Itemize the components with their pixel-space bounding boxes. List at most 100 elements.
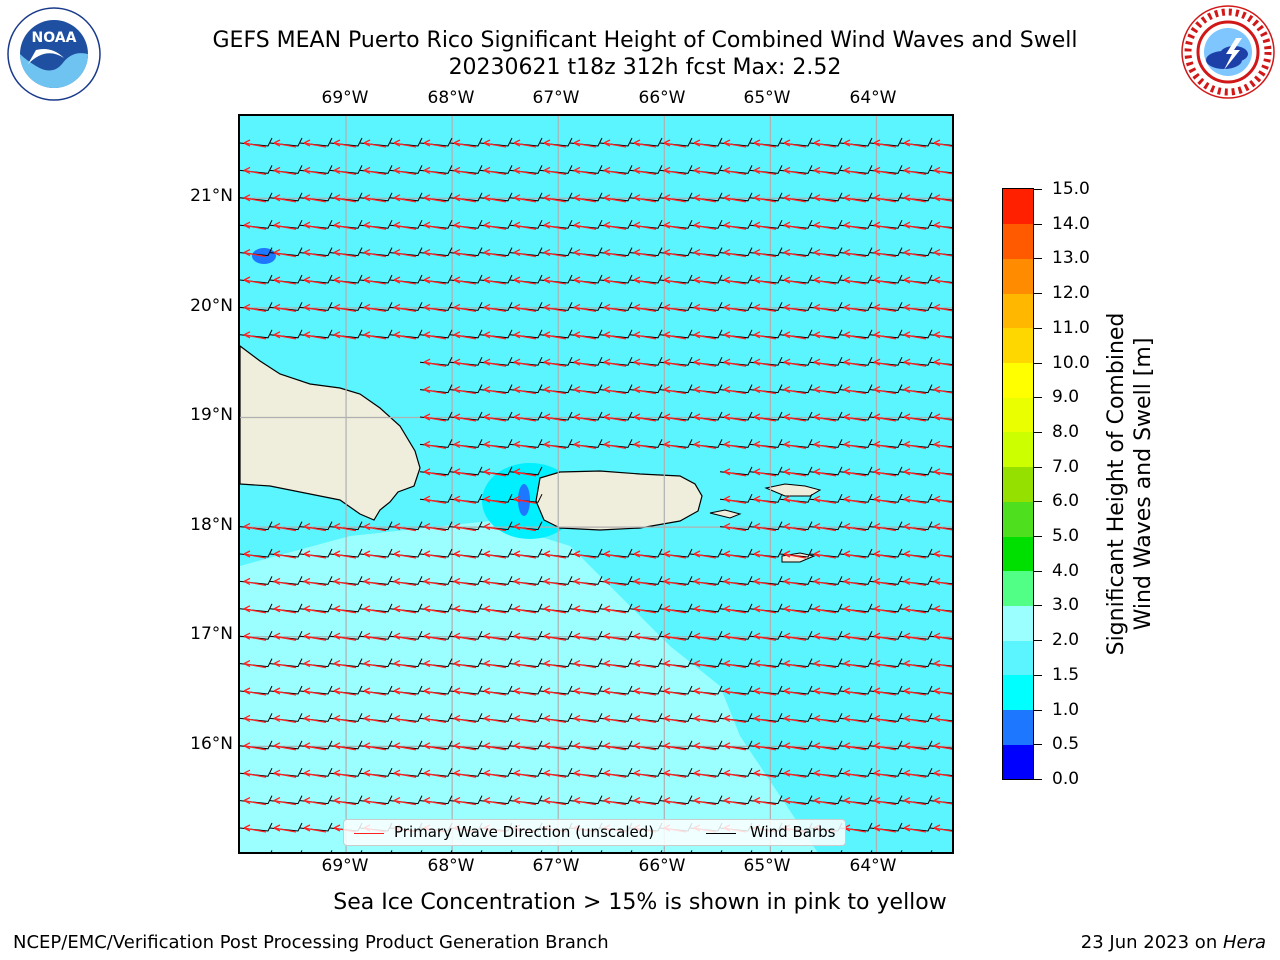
wave-arrow — [633, 303, 657, 313]
wave-arrow — [273, 577, 297, 587]
wave-arrow — [543, 303, 567, 313]
wave-arrow — [783, 386, 807, 395]
colorbar-tick — [1034, 674, 1042, 676]
colorbar-tick-label: 3.0 — [1052, 595, 1080, 616]
wave-arrow — [633, 769, 657, 778]
wave-arrow — [543, 742, 567, 751]
wave-arrow — [633, 386, 657, 395]
wave-arrow — [693, 221, 717, 230]
wave-arrow — [873, 742, 897, 751]
wave-arrow — [513, 386, 537, 395]
wave-arrow — [333, 194, 357, 203]
wave-arrow — [483, 550, 507, 559]
wave-arrow — [333, 276, 357, 285]
colorbar-tick — [1034, 362, 1042, 364]
wave-arrow — [573, 440, 597, 450]
wave-arrow — [453, 714, 477, 724]
wave-arrow — [489, 851, 490, 852]
wave-arrow — [873, 714, 897, 724]
wave-arrow — [753, 303, 777, 313]
wave-arrow — [639, 851, 640, 852]
wave-arrow — [453, 358, 477, 367]
wave-arrow — [663, 714, 687, 724]
wave-arrow — [423, 742, 447, 751]
wave-arrow — [453, 386, 477, 395]
colorbar-tick-label: 10.0 — [1052, 352, 1090, 373]
wave-arrow — [513, 769, 537, 778]
wave-arrow — [903, 632, 927, 641]
wave-arrow — [393, 605, 417, 614]
wave-arrow — [729, 851, 730, 852]
wave-arrow — [543, 331, 567, 340]
map-canvas — [240, 116, 952, 852]
wave-arrow — [633, 687, 657, 696]
map-legend: Primary Wave Direction (unscaled) Wind B… — [343, 819, 846, 846]
wave-arrow — [393, 660, 417, 669]
colorbar-tick — [1034, 466, 1042, 468]
wave-arrow — [843, 221, 867, 230]
colorbar-tick-label: 11.0 — [1052, 317, 1090, 338]
wave-arrow — [603, 276, 627, 285]
wave-arrow — [723, 358, 747, 367]
wave-arrow — [813, 660, 837, 669]
wave-arrow — [453, 194, 477, 203]
wave-arrow — [573, 276, 597, 285]
colorbar — [1002, 188, 1034, 780]
wave-arrow — [843, 276, 867, 285]
wave-arrow — [903, 194, 927, 203]
wave-arrow — [663, 550, 687, 559]
wave-arrow — [243, 742, 267, 751]
wave-arrow — [849, 851, 850, 852]
wave-arrow — [363, 249, 387, 258]
wave-arrow — [273, 221, 297, 230]
wave-arrow — [933, 221, 952, 230]
wave-arrow — [723, 440, 747, 450]
wave-arrow — [783, 797, 807, 806]
wave-arrow — [423, 276, 447, 285]
wave-arrow — [273, 687, 297, 696]
wave-arrow — [633, 166, 657, 176]
lat-tick-left: 19°N — [190, 405, 233, 425]
wave-arrow — [573, 605, 597, 614]
colorbar-segment — [1003, 362, 1033, 398]
wave-arrow — [723, 742, 747, 751]
wave-arrow — [813, 495, 837, 504]
wave-arrow — [423, 577, 447, 587]
wave-arrow — [753, 386, 777, 395]
wave-arrow — [519, 851, 520, 852]
wave-arrow — [783, 331, 807, 340]
wave-arrow — [243, 577, 267, 587]
wave-arrow — [723, 386, 747, 395]
wave-arrow — [333, 714, 357, 724]
wave-arrow — [333, 687, 357, 696]
wave-arrow — [333, 660, 357, 669]
sea-ice-note: Sea Ice Concentration > 15% is shown in … — [333, 890, 947, 915]
wave-arrow — [393, 139, 417, 148]
land-virgin-islands — [764, 483, 822, 497]
wave-arrow — [333, 139, 357, 148]
colorbar-tick — [1034, 223, 1042, 225]
wave-arrow — [603, 194, 627, 203]
wave-arrow — [603, 687, 627, 696]
wave-arrow — [513, 468, 537, 477]
wave-arrow — [783, 468, 807, 477]
wave-arrow — [693, 386, 717, 395]
nws-logo — [1180, 4, 1276, 100]
wave-arrow — [783, 550, 807, 559]
svg-text:NOAA: NOAA — [32, 30, 77, 46]
wave-arrow — [303, 303, 327, 313]
wave-arrow — [483, 276, 507, 285]
wave-arrow — [399, 851, 400, 852]
lon-tick-top: 66°W — [638, 88, 686, 108]
colorbar-tick — [1034, 744, 1042, 746]
wave-arrow — [573, 166, 597, 176]
wave-arrow — [873, 605, 897, 614]
wave-arrow — [453, 742, 477, 751]
wave-arrow — [423, 249, 447, 258]
colorbar-tick — [1034, 779, 1042, 780]
wave-arrow — [303, 139, 327, 148]
wave-arrow — [543, 660, 567, 669]
credit-branch: NCEP/EMC/Verification Post Processing Pr… — [13, 932, 609, 953]
wave-arrow — [483, 714, 507, 724]
wave-arrow — [813, 249, 837, 258]
